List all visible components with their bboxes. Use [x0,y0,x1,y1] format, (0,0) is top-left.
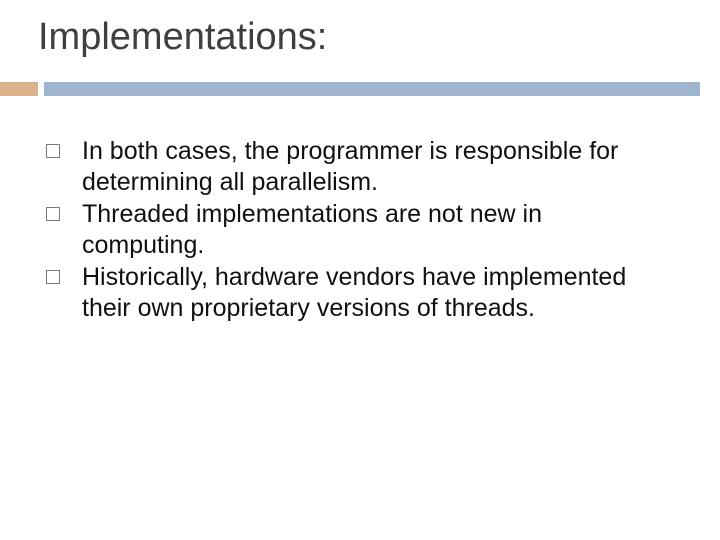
title-rule-main [44,82,700,96]
list-item: In both cases, the programmer is respons… [46,136,666,197]
slide: Implementations: In both cases, the prog… [0,0,720,540]
bullet-text: Historically, hardware vendors have impl… [82,262,666,323]
bullet-text: In both cases, the programmer is respons… [82,136,666,197]
title-rule [0,82,720,96]
title-rule-accent [0,82,38,96]
list-item: Threaded implementations are not new in … [46,199,666,260]
slide-title: Implementations: [38,16,327,59]
slide-body: In both cases, the programmer is respons… [46,136,666,325]
bullet-text: Threaded implementations are not new in … [82,199,666,260]
bullet-box-icon [46,270,60,284]
bullet-box-icon [46,207,60,221]
bullet-box-icon [46,144,60,158]
list-item: Historically, hardware vendors have impl… [46,262,666,323]
